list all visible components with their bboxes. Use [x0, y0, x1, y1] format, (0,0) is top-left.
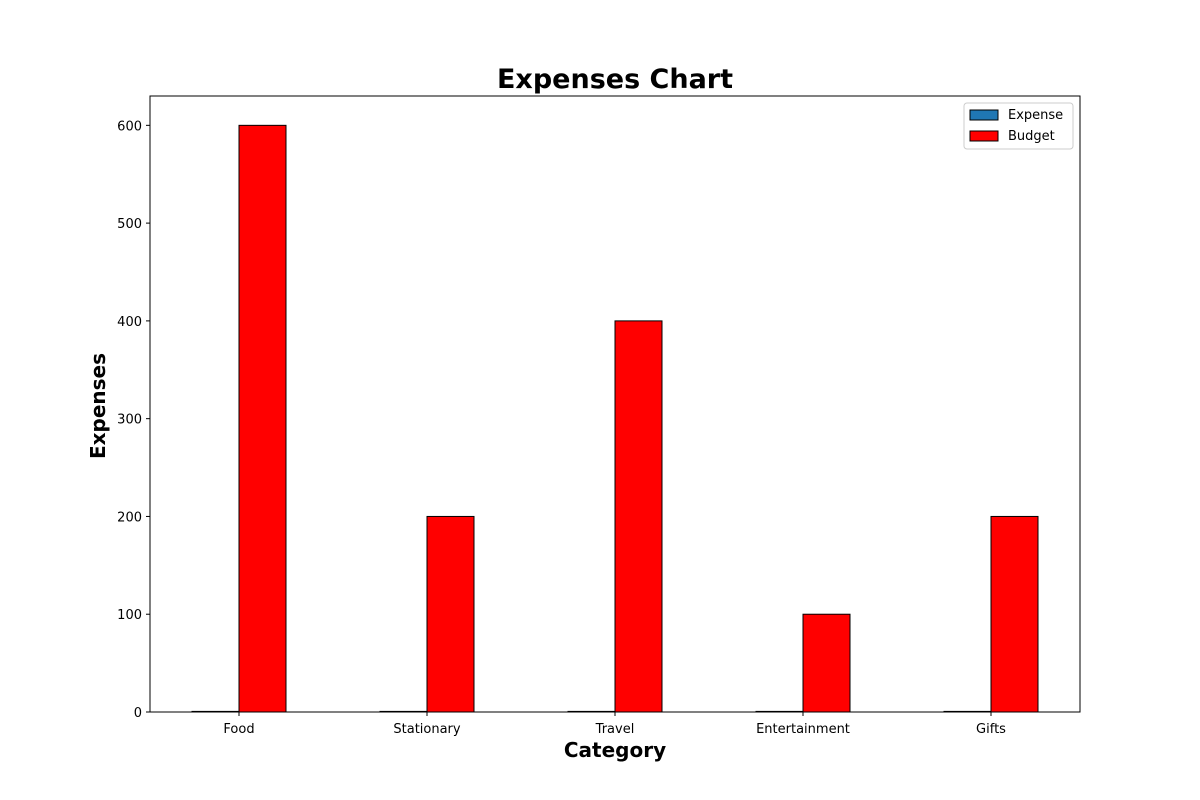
bar-budget-food	[238, 124, 287, 713]
y-tick-label: 100	[117, 608, 142, 623]
legend-label-budget: Budget	[1008, 129, 1055, 144]
x-tick-label: Travel	[595, 722, 635, 737]
y-axis-ticks: 0 100 200 300 400 500 600	[117, 119, 150, 721]
legend-swatch-expense	[969, 109, 999, 121]
plot-frame	[149, 95, 1081, 713]
bar-budget-stationary	[426, 515, 475, 713]
x-axis-ticks: Food Stationary Travel Entertainment Gifts	[223, 712, 1006, 737]
bar-budget-travel	[614, 320, 663, 713]
y-tick-label: 200	[117, 510, 142, 525]
y-tick-label: 0	[134, 706, 142, 721]
x-tick-label: Food	[223, 722, 254, 737]
legend-label-expense: Expense	[1008, 108, 1063, 123]
legend: Expense Budget	[963, 102, 1074, 150]
bars-group	[191, 124, 1039, 713]
plot-area: 0 100 200 300 400 500 600 Food Stationary Travel…	[117, 95, 1081, 737]
x-tick-label: Stationary	[393, 722, 461, 737]
bar-budget-gifts	[990, 515, 1039, 713]
y-tick-label: 300	[117, 413, 142, 428]
y-tick-label: 400	[117, 315, 142, 330]
y-tick-label: 600	[117, 119, 142, 134]
bar-budget-entertainment	[802, 613, 851, 713]
x-tick-label: Gifts	[976, 722, 1006, 737]
x-tick-label: Entertainment	[756, 722, 850, 737]
x-axis-title: Category	[564, 738, 666, 762]
legend-swatch-budget	[969, 130, 999, 142]
y-tick-label: 500	[117, 217, 142, 232]
y-axis-title: Expenses	[86, 353, 110, 459]
chart-title: Expenses Chart	[497, 64, 733, 95]
